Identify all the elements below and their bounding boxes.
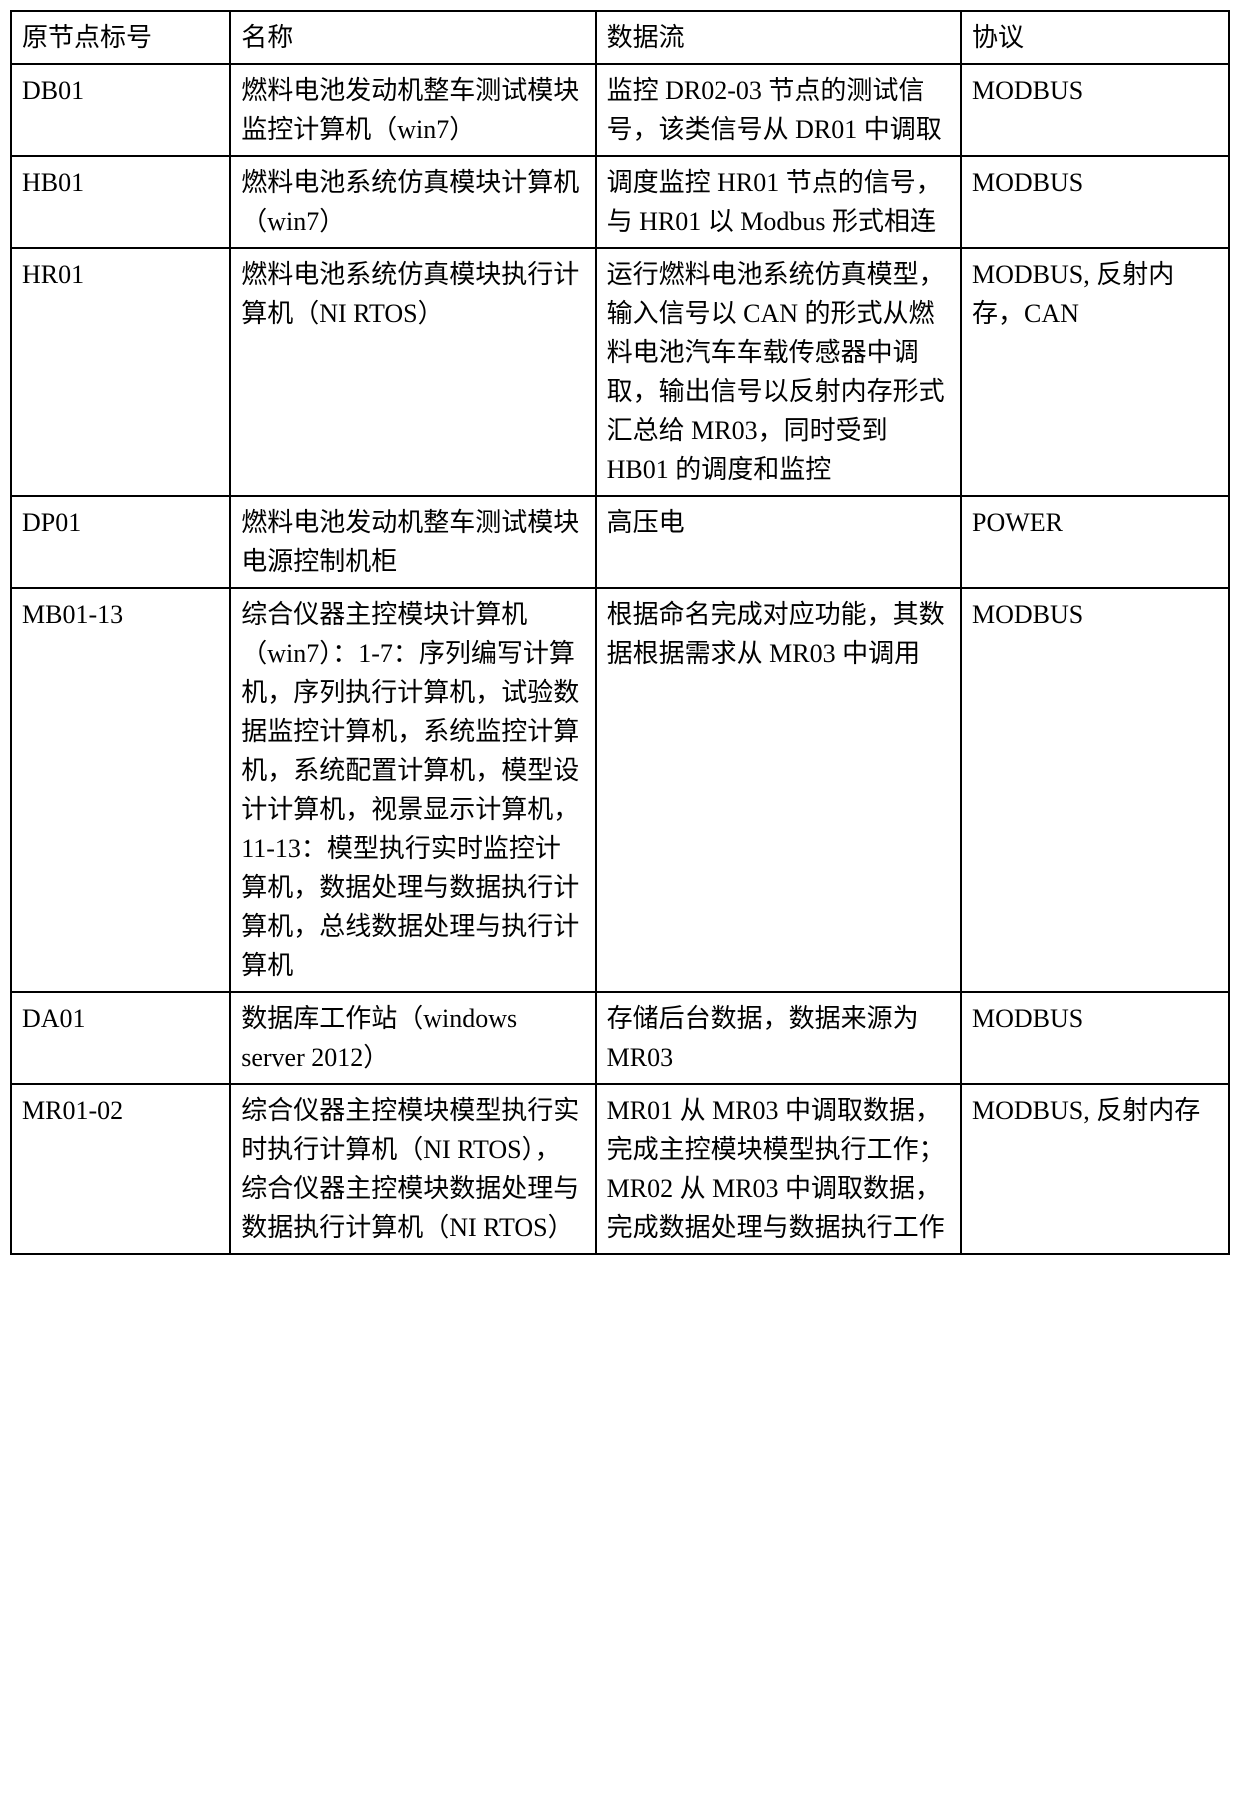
cell-data-flow: 根据命名完成对应功能，其数据根据需求从 MR03 中调用 [596,588,961,992]
table-row: DA01 数据库工作站（windows server 2012） 存储后台数据，… [11,992,1229,1084]
table-row: DP01 燃料电池发动机整车测试模块电源控制机柜 高压电 POWER [11,496,1229,588]
cell-protocol: MODBUS, 反射内存，CAN [961,248,1229,496]
header-protocol: 协议 [961,11,1229,64]
table-row: HR01 燃料电池系统仿真模块执行计算机（NI RTOS） 运行燃料电池系统仿真… [11,248,1229,496]
cell-node-id: MR01-02 [11,1084,230,1254]
table-row: HB01 燃料电池系统仿真模块计算机（win7） 调度监控 HR01 节点的信号… [11,156,1229,248]
table-row: DB01 燃料电池发动机整车测试模块监控计算机（win7） 监控 DR02-03… [11,64,1229,156]
cell-node-id: HB01 [11,156,230,248]
cell-data-flow: MR01 从 MR03 中调取数据，完成主控模块模型执行工作； MR02 从 M… [596,1084,961,1254]
cell-node-id: DP01 [11,496,230,588]
cell-node-id: DA01 [11,992,230,1084]
cell-node-id: HR01 [11,248,230,496]
cell-name: 数据库工作站（windows server 2012） [230,992,595,1084]
cell-name: 燃料电池系统仿真模块计算机（win7） [230,156,595,248]
cell-data-flow: 存储后台数据，数据来源为 MR03 [596,992,961,1084]
cell-name: 燃料电池系统仿真模块执行计算机（NI RTOS） [230,248,595,496]
cell-protocol: MODBUS, 反射内存 [961,1084,1229,1254]
cell-name: 综合仪器主控模块计算机（win7）：1-7：序列编写计算机，序列执行计算机，试验… [230,588,595,992]
cell-node-id: DB01 [11,64,230,156]
table-row: MB01-13 综合仪器主控模块计算机（win7）：1-7：序列编写计算机，序列… [11,588,1229,992]
header-node-id: 原节点标号 [11,11,230,64]
header-name: 名称 [230,11,595,64]
cell-protocol: MODBUS [961,156,1229,248]
cell-protocol: MODBUS [961,588,1229,992]
header-data-flow: 数据流 [596,11,961,64]
cell-protocol: MODBUS [961,992,1229,1084]
cell-name: 综合仪器主控模块模型执行实时执行计算机（NI RTOS），综合仪器主控模块数据处… [230,1084,595,1254]
cell-name: 燃料电池发动机整车测试模块监控计算机（win7） [230,64,595,156]
cell-data-flow: 监控 DR02-03 节点的测试信号，该类信号从 DR01 中调取 [596,64,961,156]
cell-data-flow: 高压电 [596,496,961,588]
table-header-row: 原节点标号 名称 数据流 协议 [11,11,1229,64]
cell-protocol: POWER [961,496,1229,588]
cell-data-flow: 调度监控 HR01 节点的信号，与 HR01 以 Modbus 形式相连 [596,156,961,248]
node-table: 原节点标号 名称 数据流 协议 DB01 燃料电池发动机整车测试模块监控计算机（… [10,10,1230,1255]
cell-node-id: MB01-13 [11,588,230,992]
cell-protocol: MODBUS [961,64,1229,156]
table-body: DB01 燃料电池发动机整车测试模块监控计算机（win7） 监控 DR02-03… [11,64,1229,1254]
cell-name: 燃料电池发动机整车测试模块电源控制机柜 [230,496,595,588]
cell-data-flow: 运行燃料电池系统仿真模型，输入信号以 CAN 的形式从燃料电池汽车车载传感器中调… [596,248,961,496]
table-row: MR01-02 综合仪器主控模块模型执行实时执行计算机（NI RTOS），综合仪… [11,1084,1229,1254]
